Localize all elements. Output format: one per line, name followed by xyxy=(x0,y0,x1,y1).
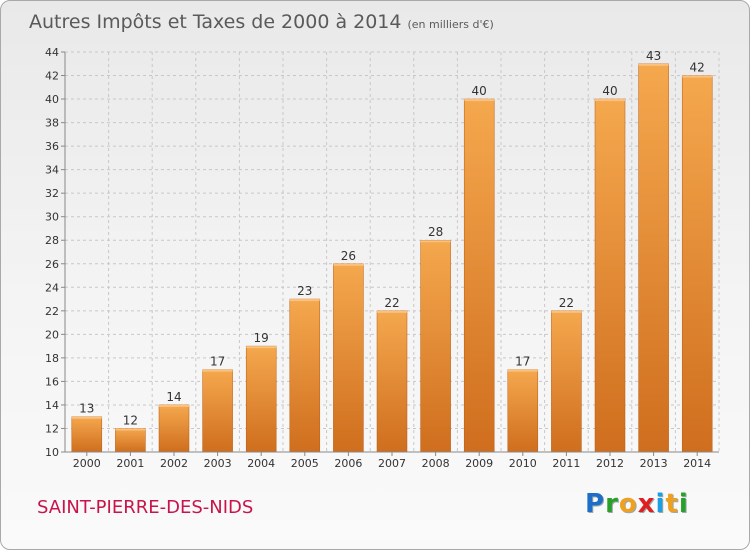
x-tick-label: 2000 xyxy=(73,457,101,470)
bar-highlight xyxy=(159,404,189,407)
data-label: 26 xyxy=(341,249,356,263)
bar-highlight xyxy=(551,310,582,313)
bar-2006 xyxy=(333,263,364,453)
y-tick-label: 44 xyxy=(45,46,59,59)
y-tick-label: 24 xyxy=(45,281,59,294)
x-tick-label: 2011 xyxy=(552,457,580,470)
bar-2014 xyxy=(681,75,713,453)
data-label: 14 xyxy=(166,390,181,404)
logo-letter: i xyxy=(678,489,689,519)
x-tick-label: 2004 xyxy=(247,457,275,470)
y-tick-label: 14 xyxy=(45,399,59,412)
bar-2003 xyxy=(202,369,233,453)
y-tick-label: 36 xyxy=(45,140,59,153)
data-label: 40 xyxy=(472,84,487,98)
x-tick-label: 2008 xyxy=(422,457,450,470)
bar-highlight xyxy=(202,369,233,372)
x-tick-label: 2012 xyxy=(596,457,624,470)
y-tick-label: 22 xyxy=(45,305,59,318)
bar-2013 xyxy=(638,63,669,453)
y-tick-label: 26 xyxy=(45,258,59,271)
logo-letter: o xyxy=(618,489,638,519)
bar-highlight xyxy=(464,99,495,102)
data-label: 17 xyxy=(210,355,225,369)
x-tick-label: 2006 xyxy=(334,457,362,470)
data-label: 28 xyxy=(428,225,443,239)
axes: 10 12 14 16 18 20 22 24 26 28 30 32 34 36 38 40 42 44 2000… xyxy=(45,46,719,470)
y-tick-label: 20 xyxy=(45,328,59,341)
data-label: 23 xyxy=(297,284,312,298)
bar-2000 xyxy=(71,416,103,453)
x-tick-label: 2001 xyxy=(116,457,144,470)
y-tick-label: 38 xyxy=(45,117,59,130)
y-tick-label: 30 xyxy=(45,211,59,224)
bar-2012 xyxy=(594,98,626,453)
bar-highlight xyxy=(638,63,669,66)
y-tick-label: 40 xyxy=(45,93,59,106)
data-labels: 13 12 14 17 19 23 26 22 28 40 17 22 40 43 42 xyxy=(79,49,705,428)
bar-2004 xyxy=(245,345,277,453)
proxiti-logo: Proxiti xyxy=(585,489,689,519)
data-label: 12 xyxy=(123,413,138,427)
x-tick-label: 2002 xyxy=(160,457,188,470)
bar-highlight xyxy=(682,75,713,78)
bar-2010 xyxy=(507,369,539,453)
data-label: 40 xyxy=(602,84,617,98)
bar-highlight xyxy=(377,310,407,313)
data-label: 22 xyxy=(559,296,574,310)
data-label: 22 xyxy=(384,296,399,310)
x-tick-label: 2005 xyxy=(291,457,319,470)
chart-unit: (en milliers d'€) xyxy=(407,18,494,31)
commune-name: SAINT-PIERRE-DES-NIDS xyxy=(37,497,254,518)
y-tick-label: 16 xyxy=(45,375,59,388)
bar-highlight xyxy=(246,346,277,349)
logo-letter: t xyxy=(665,489,679,519)
data-label: 19 xyxy=(254,331,269,345)
y-tick-label: 12 xyxy=(45,422,59,435)
x-tick-label: 2013 xyxy=(640,457,668,470)
chart-title: Autres Impôts et Taxes de 2000 à 2014 (en… xyxy=(29,11,494,33)
bar-highlight xyxy=(71,416,102,419)
bars xyxy=(71,63,713,453)
bar-2007 xyxy=(376,310,408,453)
logo-letter: r xyxy=(605,489,619,519)
logo-letter: x xyxy=(637,489,656,519)
data-label: 13 xyxy=(79,402,94,416)
y-tick-label: 18 xyxy=(45,352,59,365)
x-tick-label: 2010 xyxy=(509,457,537,470)
data-label: 17 xyxy=(515,355,530,369)
logo-letter: i xyxy=(655,489,666,519)
bar-highlight xyxy=(115,428,146,431)
y-tick-label: 34 xyxy=(45,164,59,177)
y-tick-label: 42 xyxy=(45,70,59,83)
bar-2005 xyxy=(289,298,321,453)
bar-highlight xyxy=(595,99,625,102)
y-tick-label: 28 xyxy=(45,234,59,247)
y-tick-label: 10 xyxy=(45,446,59,459)
data-label: 42 xyxy=(690,61,705,75)
logo-letter: P xyxy=(585,489,606,519)
bar-2002 xyxy=(158,404,190,453)
x-tick-label: 2009 xyxy=(465,457,493,470)
bar-2001 xyxy=(115,428,146,453)
bar-2009 xyxy=(463,98,495,453)
bar-2011 xyxy=(551,310,582,453)
bar-highlight xyxy=(507,369,538,372)
data-label: 43 xyxy=(646,49,661,63)
bar-2008 xyxy=(420,239,451,453)
bar-highlight xyxy=(289,299,320,302)
bar-highlight xyxy=(420,240,451,243)
x-tick-label: 2007 xyxy=(378,457,406,470)
chart-title-text: Autres Impôts et Taxes de 2000 à 2014 xyxy=(29,11,402,33)
x-tick-label: 2003 xyxy=(204,457,232,470)
y-tick-label: 32 xyxy=(45,187,59,200)
bar-highlight xyxy=(333,263,364,266)
x-tick-label: 2014 xyxy=(683,457,711,470)
